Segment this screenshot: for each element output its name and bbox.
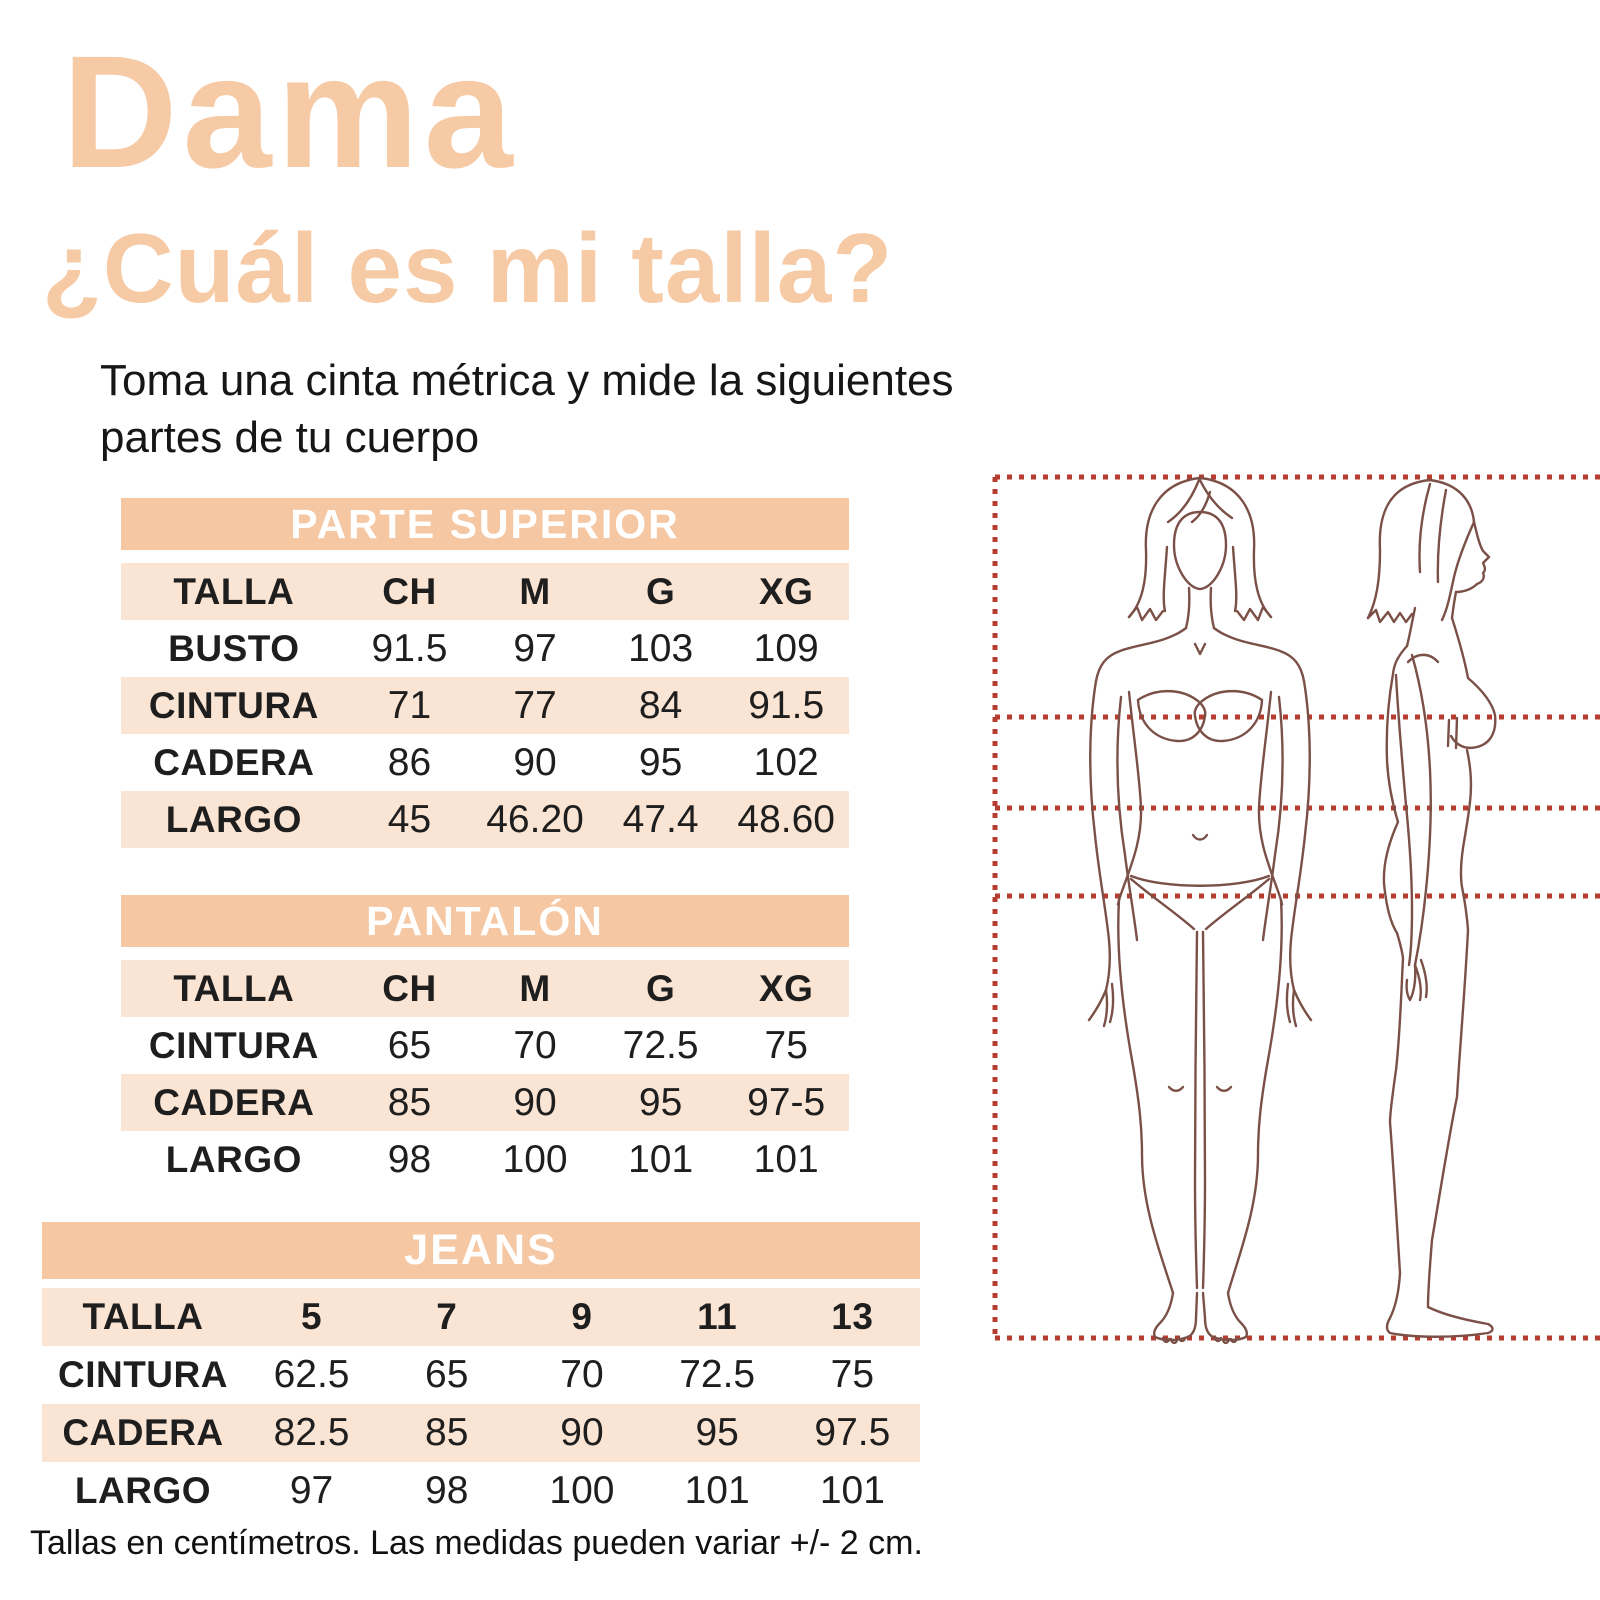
column-header-row: TALLA CH M G XG	[121, 563, 849, 620]
cell-value: 95	[695, 1411, 739, 1454]
cell-value: 102	[753, 740, 819, 784]
cell-value: 75	[830, 1353, 875, 1396]
cell-value: 91.5	[371, 626, 448, 670]
cell-value: M	[519, 570, 551, 612]
row-label: CINTURA	[57, 1354, 228, 1395]
size-table-parte-superior: PARTE SUPERIOR TALLA CH M G XG BUSTO 91.5 97 103 1…	[121, 498, 849, 848]
row-label: CADERA	[153, 741, 315, 783]
cell-value: 48.60	[737, 797, 835, 841]
cell-value: 77	[513, 683, 557, 727]
cell-value: CH	[382, 570, 437, 612]
cell-value: 101	[628, 1137, 694, 1181]
table-title-band: PARTE SUPERIOR	[121, 498, 849, 550]
intro-line-1: Toma una cinta métrica y mide la siguien…	[100, 356, 954, 405]
table-row: LARGO 98 100 101 101	[121, 1131, 849, 1188]
cell-value: 97	[513, 626, 557, 670]
page-subtitle: ¿Cuál es mi talla?	[42, 213, 894, 323]
cell-value: 5	[301, 1296, 323, 1337]
row-label: CADERA	[153, 1081, 315, 1123]
row-label: BUSTO	[168, 627, 300, 669]
woman-front-outline	[1087, 476, 1313, 1345]
cell-value: 100	[502, 1137, 568, 1181]
row-label: CINTURA	[148, 1024, 319, 1066]
cell-value: 9	[571, 1296, 593, 1337]
size-table-pantalon: PANTALÓN TALLA CH M G XG CINTURA 65 70 72.5 75 CADE…	[121, 895, 849, 1188]
cell-value: 72.5	[679, 1353, 756, 1396]
cell-value: 97.5	[814, 1411, 891, 1454]
table-row: LARGO 97 98 100 101 101	[42, 1462, 920, 1520]
cell-value: 7	[436, 1296, 458, 1337]
table-title-band: JEANS	[42, 1222, 920, 1279]
footnote: Tallas en centímetros. Las medidas puede…	[30, 1524, 923, 1562]
cell-value: 13	[831, 1296, 874, 1337]
size-table-jeans: JEANS TALLA 5 7 9 11 13 CINTURA 62.5 65 70 72.5 75 CA…	[42, 1222, 920, 1520]
cell-value: 70	[513, 1023, 557, 1067]
row-label: TALLA	[82, 1296, 204, 1337]
cell-value: 11	[697, 1296, 738, 1337]
cell-value: 71	[387, 683, 432, 727]
cell-value: 86	[387, 740, 432, 784]
table-row: CINTURA 71 77 84 91.5	[121, 677, 849, 734]
cell-value: 75	[764, 1023, 808, 1067]
page-title: Dama	[62, 22, 518, 201]
row-label: LARGO	[74, 1470, 212, 1511]
cell-value: 46.20	[486, 797, 584, 841]
cell-value: 103	[628, 626, 694, 670]
cell-value: 101	[684, 1469, 750, 1512]
cell-value: 100	[549, 1469, 615, 1512]
cell-value: 85	[387, 1080, 432, 1124]
table-row: LARGO 45 46.20 47.4 48.60	[121, 791, 849, 848]
cell-value: 62.5	[273, 1353, 350, 1396]
cell-value: 47.4	[622, 797, 699, 841]
cell-value: 97	[289, 1469, 334, 1512]
column-header-row: TALLA 5 7 9 11 13	[42, 1288, 920, 1346]
row-label: LARGO	[165, 798, 302, 840]
cell-value: 65	[425, 1353, 469, 1396]
row-label: CINTURA	[148, 684, 319, 726]
row-label: TALLA	[173, 570, 295, 612]
intro-line-2: partes de tu cuerpo	[100, 413, 480, 462]
table-row: CINTURA 65 70 72.5 75	[121, 1017, 849, 1074]
woman-side-outline	[1366, 478, 1497, 1338]
row-label: LARGO	[165, 1138, 302, 1180]
cell-value: M	[519, 967, 551, 1009]
cell-value: G	[645, 570, 676, 612]
cell-value: 65	[387, 1023, 432, 1067]
cell-value: 72.5	[622, 1023, 699, 1067]
cell-value: 95	[638, 740, 683, 784]
row-label: CADERA	[62, 1412, 224, 1453]
measurement-dotted-lines	[992, 474, 1600, 1341]
cell-value: 95	[638, 1080, 683, 1124]
table-row: CADERA 85 90 95 97-5	[121, 1074, 849, 1131]
cell-value: G	[645, 967, 676, 1009]
cell-value: XG	[758, 967, 814, 1009]
cell-value: 90	[513, 740, 557, 784]
cell-value: 97-5	[747, 1080, 826, 1124]
cell-value: 90	[513, 1080, 557, 1124]
table-row: BUSTO 91.5 97 103 109	[121, 620, 849, 677]
cell-value: 90	[560, 1411, 604, 1454]
cell-value: 84	[638, 683, 683, 727]
cell-value: 82.5	[273, 1411, 350, 1454]
column-header-row: TALLA CH M G XG	[121, 960, 849, 1017]
table-row: CADERA 86 90 95 102	[121, 734, 849, 791]
table-title-band: PANTALÓN	[121, 895, 849, 947]
cell-value: 98	[425, 1469, 469, 1512]
cell-value: CH	[382, 967, 437, 1009]
cell-value: 101	[819, 1469, 885, 1512]
cell-value: 70	[560, 1353, 604, 1396]
woman-body-measurement-diagram	[960, 450, 1600, 1360]
table-row: CINTURA 62.5 65 70 72.5 75	[42, 1346, 920, 1404]
cell-value: 45	[387, 797, 432, 841]
table-row: CADERA 82.5 85 90 95 97.5	[42, 1404, 920, 1462]
cell-value: 85	[425, 1411, 469, 1454]
cell-value: 98	[387, 1137, 432, 1181]
cell-value: 101	[753, 1137, 819, 1181]
row-label: TALLA	[173, 967, 295, 1009]
cell-value: XG	[758, 570, 814, 612]
cell-value: 91.5	[748, 683, 825, 727]
intro-text: Toma una cinta métrica y mide la siguien…	[100, 352, 954, 466]
cell-value: 109	[753, 626, 819, 670]
